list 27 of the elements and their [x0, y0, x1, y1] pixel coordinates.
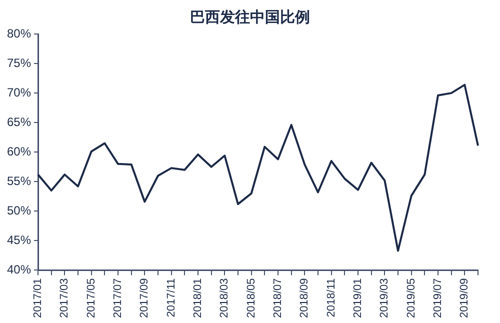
x-tick-label: 2018/11: [325, 278, 338, 318]
y-tick-label: 55%: [6, 174, 32, 188]
y-tick-label: 50%: [6, 203, 32, 218]
y-tick-label: 80%: [6, 26, 32, 40]
x-tick-label: 2019/03: [378, 278, 391, 318]
y-tick-label: 70%: [6, 85, 32, 100]
x-tick-label: 2018/01: [192, 278, 204, 318]
x-tick-label: 2019/01: [352, 278, 364, 318]
x-tick-label: 2017/09: [138, 278, 151, 318]
x-tick-label: 2017/07: [112, 278, 124, 318]
y-tick-label: 45%: [6, 233, 32, 248]
x-tick-label: 2019/09: [458, 278, 471, 318]
x-tick-label: 2018/05: [245, 278, 258, 318]
y-tick-label: 40%: [6, 262, 32, 277]
x-tick-label: 2017/03: [58, 278, 71, 318]
x-tick-label: 2017/05: [85, 278, 98, 318]
x-tick-label: 2018/07: [272, 278, 284, 318]
x-tick-label: 2019/07: [432, 278, 444, 318]
x-tick-label: 2017/11: [165, 278, 178, 318]
y-tick-label: 65%: [6, 114, 32, 129]
y-tick-label: 60%: [6, 144, 32, 158]
y-tick-label: 75%: [6, 56, 32, 70]
x-tick-label: 2018/09: [298, 278, 311, 318]
x-tick-label: 2017/01: [32, 278, 44, 318]
chart-title: 巴西发往中国比例: [189, 8, 311, 27]
x-tick-label: 2018/03: [218, 278, 231, 318]
x-tick-label: 2019/05: [405, 278, 418, 318]
